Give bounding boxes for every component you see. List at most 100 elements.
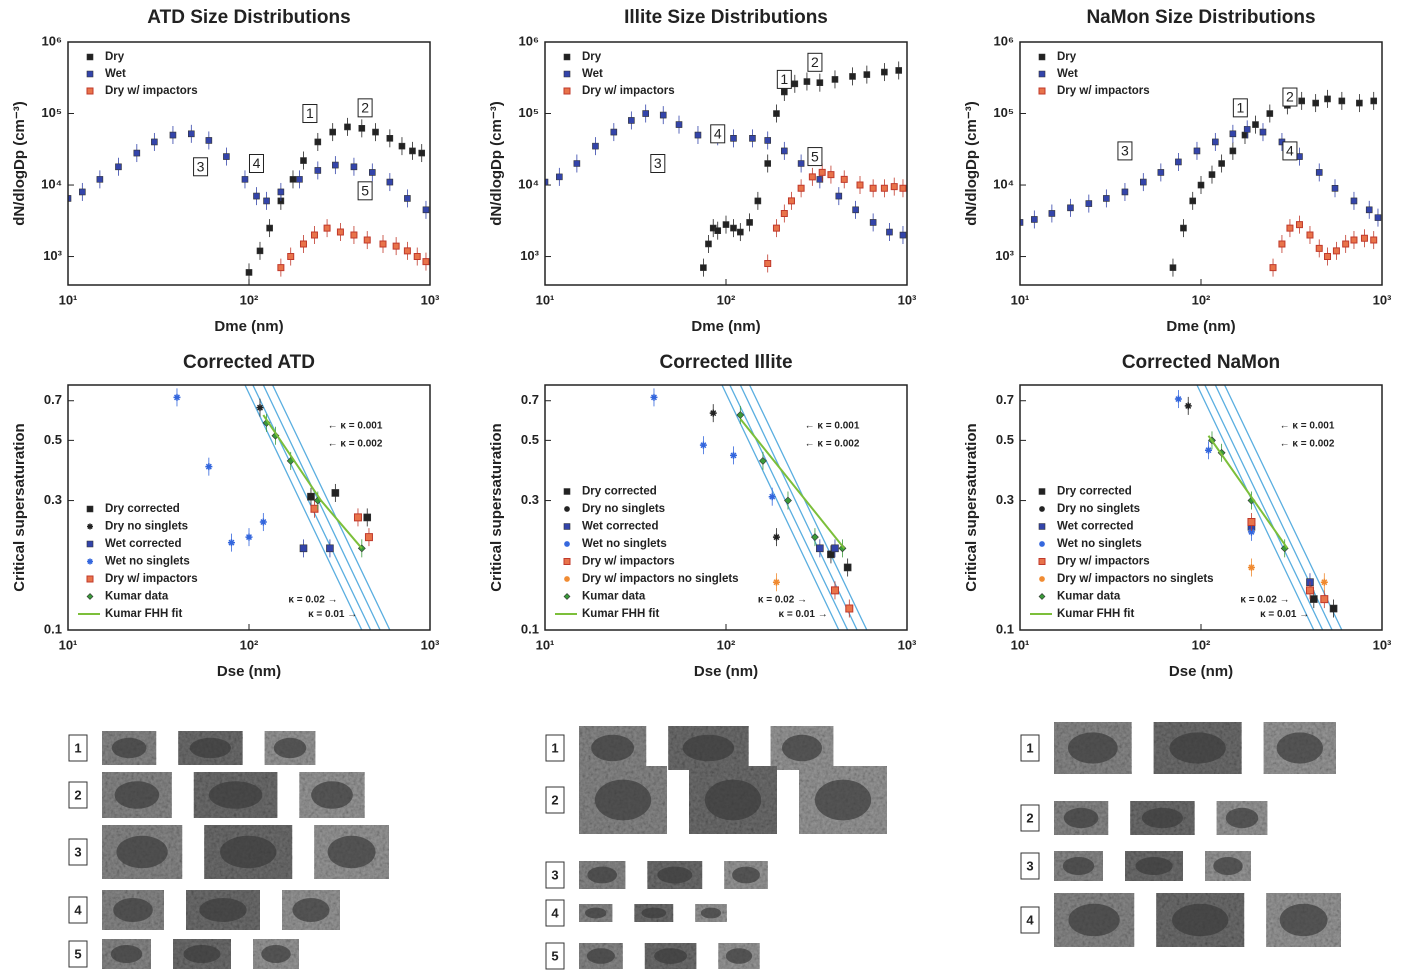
marker <box>1157 169 1165 176</box>
particle <box>1213 857 1243 875</box>
x-tick-label: 10² <box>240 292 259 307</box>
marker <box>808 173 816 181</box>
x-axis-label: Dse (nm) <box>694 663 758 680</box>
legend-label: Kumar FHH fit <box>105 608 182 620</box>
legend-label: Wet corrected <box>105 538 181 550</box>
plot-frame <box>67 384 431 631</box>
y-tick-label: 0.3 <box>44 492 62 507</box>
marker <box>245 269 253 276</box>
legend-label: Kumar FHH fit <box>1057 608 1134 620</box>
x-tick-label: 10² <box>717 637 736 652</box>
label-box <box>1020 804 1040 832</box>
particle <box>641 907 667 919</box>
particle <box>1169 732 1226 764</box>
y-tick-label: 0.5 <box>521 432 539 447</box>
legend-swatch <box>1038 523 1046 530</box>
marker <box>886 228 893 236</box>
y-tick-label: 10³ <box>995 248 1014 263</box>
x-tick-label: 10¹ <box>59 292 78 307</box>
marker <box>592 142 599 150</box>
row-label: 4 <box>74 902 82 917</box>
annotation: 1 <box>1236 100 1244 116</box>
legend-swatch <box>1039 506 1045 512</box>
marker <box>422 258 430 266</box>
particle <box>114 781 160 809</box>
annotation: 1 <box>306 105 314 121</box>
marker <box>709 409 717 417</box>
marker <box>816 79 824 86</box>
row-label: 2 <box>551 792 558 807</box>
particle <box>327 835 376 869</box>
label-box <box>545 899 565 927</box>
marker <box>1320 578 1328 586</box>
marker <box>332 161 339 169</box>
y-tick-label: 10⁶ <box>994 33 1014 48</box>
y-tick-label: 10⁶ <box>519 33 539 48</box>
row-label: 2 <box>1026 810 1033 825</box>
marker <box>899 184 907 192</box>
marker <box>79 188 86 196</box>
legend-label: Dry w/ impactors <box>105 85 198 97</box>
marker <box>1350 197 1358 205</box>
y-axis-label: Critical supersaturation <box>488 423 505 591</box>
kappa-line <box>749 385 868 630</box>
particle <box>116 835 168 869</box>
marker <box>169 131 177 139</box>
legend-swatch <box>86 575 94 583</box>
marker <box>818 168 826 176</box>
marker <box>1286 224 1294 232</box>
annotation: 2 <box>1286 89 1294 105</box>
legend-label: Wet <box>1057 68 1078 80</box>
marker <box>1180 224 1187 232</box>
marker <box>869 184 877 192</box>
marker <box>899 231 907 239</box>
marker <box>151 138 158 146</box>
row-label: 1 <box>551 740 558 755</box>
annotation: κ = 0.01 → <box>1260 609 1309 620</box>
marker <box>259 518 267 526</box>
marker <box>363 513 372 522</box>
legend-swatch <box>563 87 571 95</box>
marker <box>843 563 852 572</box>
legend-swatch <box>1038 593 1046 600</box>
annotation: κ = 0.02 → <box>1240 595 1289 606</box>
marker <box>409 147 416 155</box>
annotation: ← κ = 0.001 <box>328 421 383 432</box>
marker <box>299 240 307 248</box>
marker <box>895 67 903 74</box>
label-box <box>545 734 565 762</box>
marker <box>573 160 581 167</box>
marker <box>1374 214 1382 221</box>
row-label: 1 <box>1026 740 1033 755</box>
annotation-box <box>1282 141 1298 161</box>
marker <box>326 544 334 553</box>
marker <box>840 175 848 183</box>
marker <box>642 110 649 117</box>
particle <box>208 781 263 809</box>
annotation-box <box>807 147 823 167</box>
plot-frame <box>67 41 431 286</box>
marker <box>188 130 195 138</box>
marker <box>1140 178 1147 186</box>
marker <box>245 533 253 541</box>
marker <box>299 544 308 553</box>
marker <box>650 393 658 401</box>
marker <box>1329 604 1338 613</box>
marker <box>797 184 805 192</box>
marker <box>797 160 805 167</box>
marker <box>241 176 249 183</box>
annotation-box <box>776 69 792 89</box>
annotation: 4 <box>1286 143 1294 159</box>
label-box <box>1020 734 1040 762</box>
annotation-box <box>1282 87 1298 107</box>
marker <box>749 135 756 142</box>
legend-label: Kumar data <box>105 591 169 603</box>
chart-title: Illite Size Distributions <box>624 7 828 28</box>
marker <box>1315 169 1323 176</box>
marker <box>386 135 394 142</box>
y-tick-label: 10⁴ <box>993 176 1014 191</box>
marker <box>1269 264 1277 272</box>
marker <box>1212 138 1219 146</box>
y-tick-label: 10⁵ <box>518 105 539 120</box>
marker <box>1278 240 1286 248</box>
